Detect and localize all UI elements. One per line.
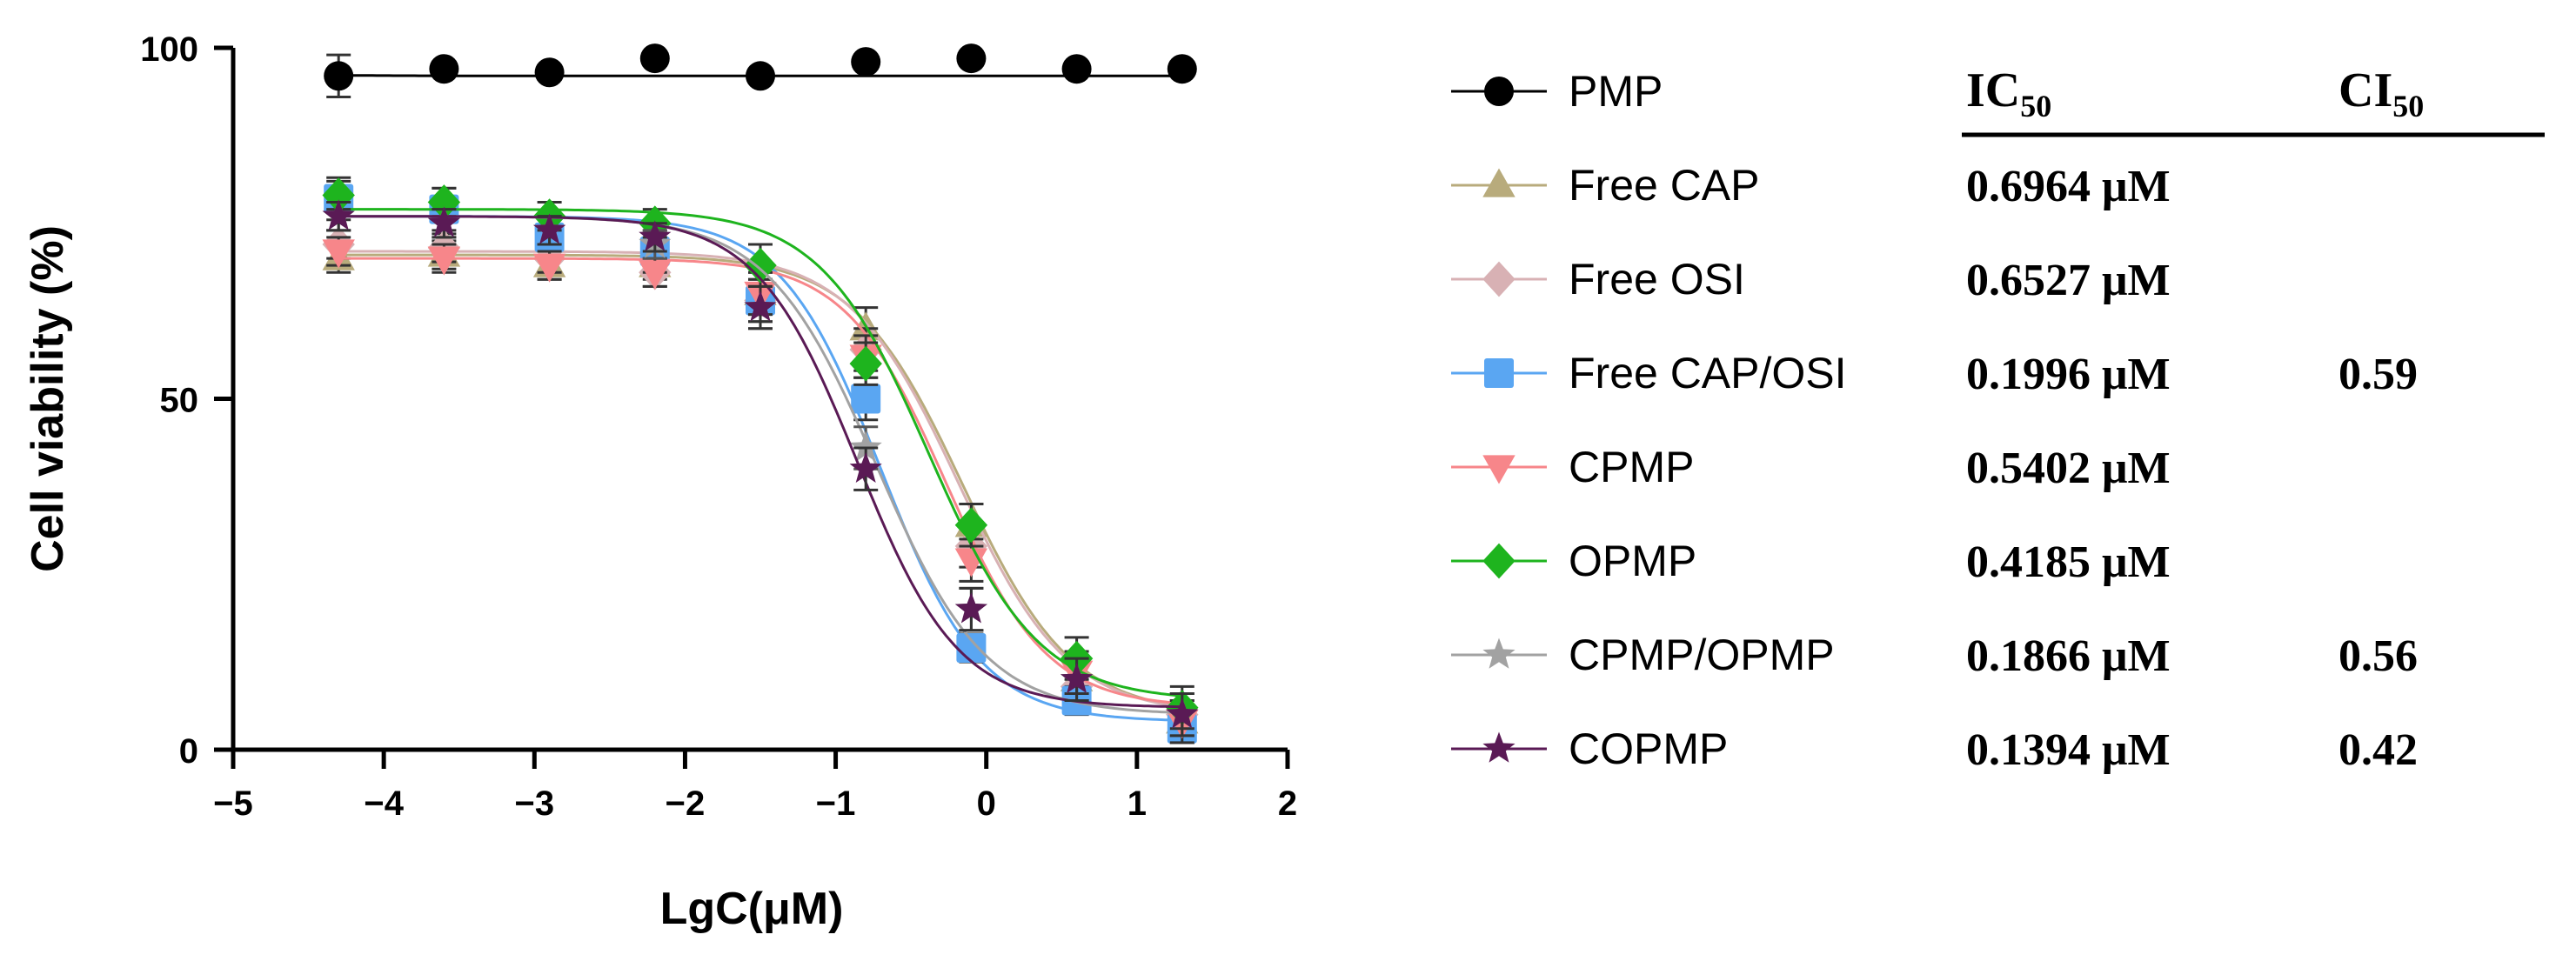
data-point-cpmp (532, 253, 566, 283)
legend-label: COPMP (1569, 724, 1728, 773)
legend-label: CPMP/OPMP (1569, 631, 1835, 679)
data-point-copmp (849, 451, 882, 483)
ic-subscript: 50 (2020, 89, 2051, 124)
legend-marker (1482, 168, 1515, 197)
plot-area (322, 43, 1199, 744)
legend-label: Free CAP/OSI (1569, 349, 1847, 397)
legend-marker (1482, 543, 1515, 579)
ic-label: IC (1966, 63, 2020, 117)
y-tick-label: 50 (160, 382, 199, 420)
legend-item-pmp: PMP (1451, 67, 1663, 116)
ic50-value-cpmp: 0.5402 μM (1966, 444, 2171, 493)
data-point-pmp (851, 47, 881, 77)
ci-subscript: 50 (2392, 89, 2424, 124)
data-point-free-cap-osi (851, 384, 881, 414)
legend-item-free-osi: Free OSI (1451, 255, 1745, 304)
series-opmp (322, 177, 1199, 731)
legend-marker (1482, 731, 1515, 763)
legend-marker (1482, 261, 1515, 297)
data-point-opmp (427, 184, 461, 220)
ci50-value-copmp: 0.42 (2338, 725, 2418, 775)
y-tick-label: 0 (179, 732, 198, 771)
ci50-value-free-cap-osi: 0.59 (2338, 350, 2418, 399)
y-tick-label: 100 (140, 30, 198, 69)
x-tick-label: −5 (213, 784, 253, 823)
legend-item-opmp: OPMP (1451, 537, 1696, 585)
legend-item-free-cap: Free CAP (1451, 161, 1760, 210)
data-point-opmp (954, 507, 988, 544)
legend-item-cpmp-opmp: CPMP/OPMP (1451, 631, 1835, 679)
x-tick-label: 1 (1127, 784, 1147, 823)
data-point-copmp (1166, 698, 1199, 729)
data-point-opmp (849, 345, 882, 382)
data-point-pmp (429, 54, 459, 84)
data-point-pmp (324, 61, 354, 91)
data-point-copmp (1061, 662, 1094, 694)
legend-marker (1482, 638, 1515, 669)
x-axis-title: LgC(μM) (660, 884, 844, 934)
data-point-copmp (533, 213, 566, 244)
data-point-pmp (746, 61, 775, 91)
data-point-pmp (956, 43, 987, 74)
data-point-cpmp (954, 548, 988, 577)
x-tick-label: −3 (514, 784, 554, 823)
legend-item-cpmp: CPMP (1451, 443, 1694, 491)
x-tick-label: −4 (364, 784, 404, 823)
legend-marker (1484, 77, 1514, 106)
legend-label: Free OSI (1569, 255, 1745, 304)
legend-label: PMP (1569, 67, 1663, 116)
table-header-ic50: IC50 (1966, 63, 2051, 124)
data-point-pmp (1167, 54, 1197, 84)
legend-item-copmp: COPMP (1451, 724, 1728, 773)
data-point-pmp (534, 57, 565, 88)
ic50-value-free-osi: 0.6527 μM (1966, 256, 2171, 305)
data-point-copmp (322, 199, 355, 230)
data-point-copmp (639, 220, 672, 251)
ci50-value-cpmp-opmp: 0.56 (2338, 631, 2418, 681)
data-point-copmp (954, 592, 987, 624)
data-point-opmp (744, 247, 777, 284)
ic50-value-copmp: 0.1394 μM (1966, 725, 2171, 775)
x-tick-label: 2 (1278, 784, 1297, 823)
data-point-copmp (427, 206, 460, 237)
data-point-cpmp (427, 246, 461, 276)
data-point-pmp (639, 43, 670, 74)
data-point-copmp (744, 290, 777, 322)
legend-label: Free CAP (1569, 161, 1760, 210)
data-point-cpmp-opmp (849, 431, 882, 462)
legend: PMP Free CAP Free OSI Free CAP/OSI CPMP OPMP C… (1451, 67, 1847, 773)
legend-item-free-cap-osi: Free CAP/OSI (1451, 349, 1847, 397)
y-axis-title: Cell viability (%) (23, 225, 73, 572)
series-copmp (322, 199, 1199, 738)
x-tick-label: 0 (977, 784, 996, 823)
x-tick-label: −1 (816, 784, 856, 823)
axes: −5 −4 −3 −2 −1 0 1 2 0 50 100 LgC(μM) Cell viability… (23, 30, 1297, 934)
ic50-value-cpmp-opmp: 0.1866 μM (1966, 631, 2171, 681)
series-pmp (324, 43, 1197, 98)
ic50-value-opmp: 0.4185 μM (1966, 537, 2171, 587)
data-point-cpmp (322, 239, 355, 269)
ic50-value-free-cap: 0.6964 μM (1966, 162, 2171, 211)
ci-label: CI (2338, 63, 2392, 117)
legend-marker (1484, 358, 1514, 388)
data-point-free-cap-osi (956, 632, 987, 663)
legend-marker (1482, 455, 1515, 484)
legend-label: CPMP (1569, 443, 1694, 491)
fit-curve-opmp (338, 208, 1182, 698)
table-header-ci50: CI50 (2338, 63, 2424, 124)
data-point-cpmp (639, 260, 672, 290)
fit-curve-copmp (338, 215, 1182, 709)
ic50-value-free-cap-osi: 0.1996 μM (1966, 350, 2171, 399)
x-tick-label: −2 (666, 784, 706, 823)
legend-label: OPMP (1569, 537, 1696, 585)
data-point-opmp (322, 177, 355, 213)
data-point-pmp (1061, 54, 1092, 84)
